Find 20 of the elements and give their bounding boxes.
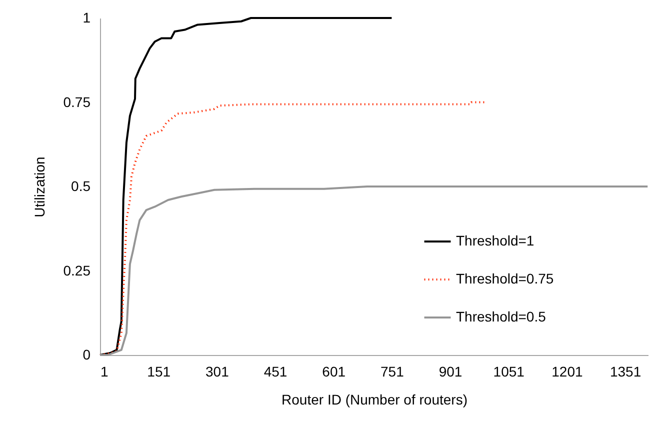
legend-label: Threshold=0.75 (456, 270, 554, 286)
legend-label: Threshold=1 (456, 232, 534, 248)
x-tick-label: 901 (438, 364, 462, 380)
x-tick-label: 151 (147, 364, 171, 380)
x-tick-label: 601 (322, 364, 346, 380)
x-axis-title: Router ID (Number of routers) (282, 392, 468, 408)
y-tick-label: 0.25 (63, 262, 91, 278)
x-tick-label: 301 (206, 364, 230, 380)
y-tick-label: 0.75 (63, 94, 91, 110)
x-tick-label: 1051 (493, 364, 525, 380)
x-tick-label: 751 (380, 364, 404, 380)
y-axis-title: Utilization (31, 156, 48, 218)
legend-label: Threshold=0.5 (456, 308, 546, 324)
y-tick-label: 1 (82, 10, 91, 26)
x-tick-label: 1201 (552, 364, 583, 380)
x-tick-label: 1 (100, 364, 108, 380)
y-tick-label: 0 (82, 346, 91, 362)
x-tick-label: 451 (264, 364, 288, 380)
x-tick-label: 1351 (610, 364, 642, 380)
y-tick-label: 0.5 (71, 178, 91, 194)
